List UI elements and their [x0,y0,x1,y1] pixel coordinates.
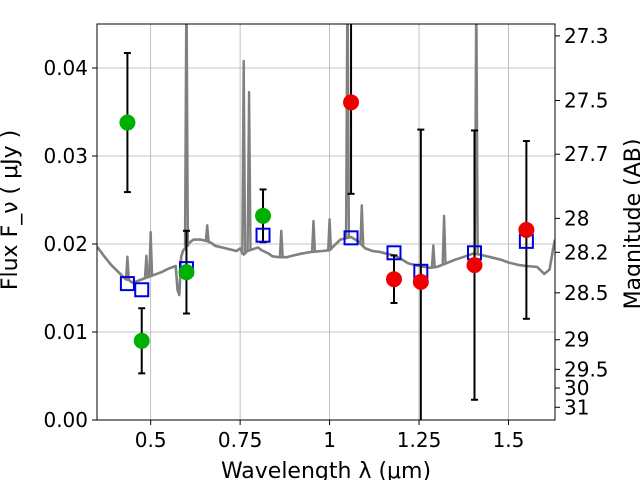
y-tick-label: 0.03 [43,144,88,168]
green-data-point [119,114,136,131]
emission-line [246,90,252,251]
x-tick-label: 0.5 [135,428,167,452]
magnitude-tick-label: 28.2 [564,240,609,264]
magnitude-tick-label: 31 [564,395,589,419]
x-tick-label: 1 [323,428,336,452]
emission-line [124,255,131,280]
red-data-point [518,221,535,238]
emission-line [183,24,190,247]
emission-line [326,218,333,251]
emission-line [278,229,284,258]
red-data-point [412,273,429,290]
x-axis-ticks: 0.5 0.75 1 1.25 1.5 [135,420,525,452]
magnitude-axis-label: Magnitude (AB) [621,139,640,310]
model-photometry-square [343,230,359,246]
y-tick-label: 0.00 [43,408,88,432]
emission-line [359,204,365,245]
x-tick-label: 1.5 [493,428,525,452]
model-photometry-square [134,282,150,298]
x-axis-label: Wavelength λ (μm) [221,459,431,480]
x-tick-label: 1.25 [397,428,442,452]
red-data-point [466,257,483,274]
magnitude-tick-label: 29.5 [564,357,609,381]
magnitude-tick-label: 27.5 [564,88,609,112]
model-photometry-square [255,227,271,243]
green-data-point [178,264,195,281]
model-photometry-square [386,245,402,261]
magnitude-tick-label: 28 [564,206,589,230]
plot-frame [96,23,556,421]
emission-line [344,24,351,238]
y-axis-ticks: 0.00 0.01 0.02 0.03 0.04 [43,56,97,432]
y-axis-label: Flux F_ν ( μJy ) [0,130,23,290]
green-data-point [255,207,272,224]
emission-line [148,230,154,277]
magnitude-tick-label: 30 [564,376,589,400]
model-photometry-squares [119,227,534,298]
observed-points [119,94,535,349]
emission-line [204,224,210,242]
magnitude-tick-label: 27.3 [564,24,609,48]
emission-line [143,254,150,278]
grid-lines [97,24,555,421]
green-data-point [133,332,150,349]
magnitude-tick-label: 29 [564,328,589,352]
magnitude-tick-label: 28.5 [564,281,609,305]
red-data-point [385,271,402,288]
y-tick-label: 0.04 [43,56,88,80]
y-tick-label: 0.02 [43,232,88,256]
x-tick-label: 0.75 [218,428,263,452]
emission-line [241,59,247,255]
emission-line [310,219,317,252]
magnitude-tick-label: 27.7 [564,142,609,166]
model-photometry-square [119,276,135,292]
model-spectrum-line [97,235,555,297]
emission-line [430,244,436,268]
emission-lines [124,24,479,280]
y-tick-label: 0.01 [43,320,88,344]
red-data-point [343,94,360,111]
emission-line [441,214,447,265]
